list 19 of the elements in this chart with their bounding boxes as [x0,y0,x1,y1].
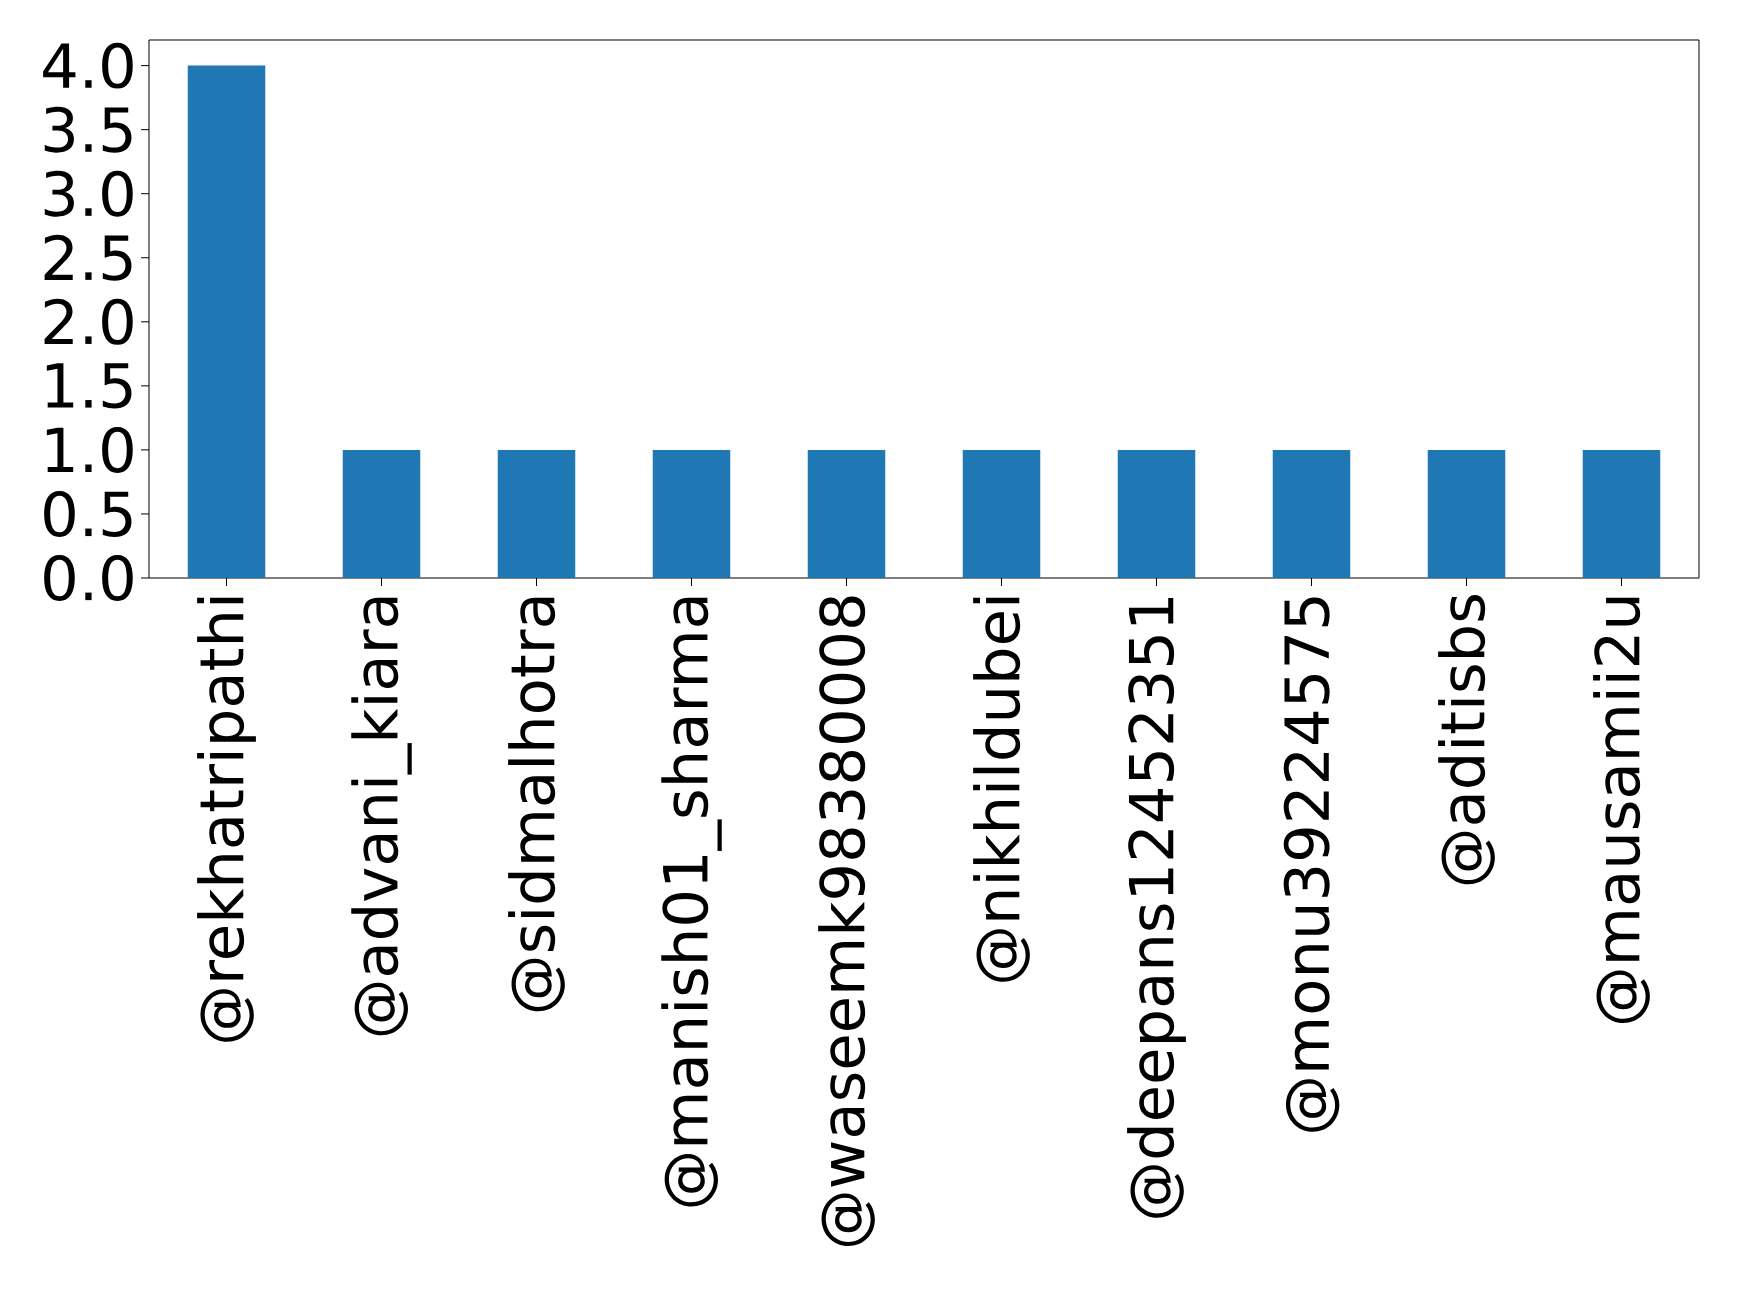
x-tick-label: @deepans12452351 [1127,597,1186,1218]
x-tick-label: @aditisbs [1438,595,1495,885]
x-tick-label: @waseemk98380008 [818,596,875,1247]
y-tick-label: 1.0 [46,426,133,473]
y-tick-label: 2.5 [44,234,132,281]
x-tick-label: @advani_kiara [351,597,412,1036]
y-tick-label: 3.5 [44,106,132,153]
x-tick-label: @mausamii2u [1593,597,1650,1023]
y-tick-label: 0.5 [44,490,132,537]
y-tick-label: 3.0 [44,170,133,217]
x-tick-label: @manish01_sharma [661,597,722,1207]
x-tick-label: @monu39224575 [1283,597,1340,1132]
y-tick-label: 2.0 [44,298,133,345]
x-tick-label: @sidmalhotra [508,597,565,1012]
y-tick-label: 0.0 [44,555,133,601]
y-tick-label: 4.0 [43,42,133,89]
x-tick-label: @nikhildubei [973,597,1030,982]
y-tick-label: 1.5 [46,363,132,409]
x-tick-label: @rekhatripathi [197,597,256,1042]
